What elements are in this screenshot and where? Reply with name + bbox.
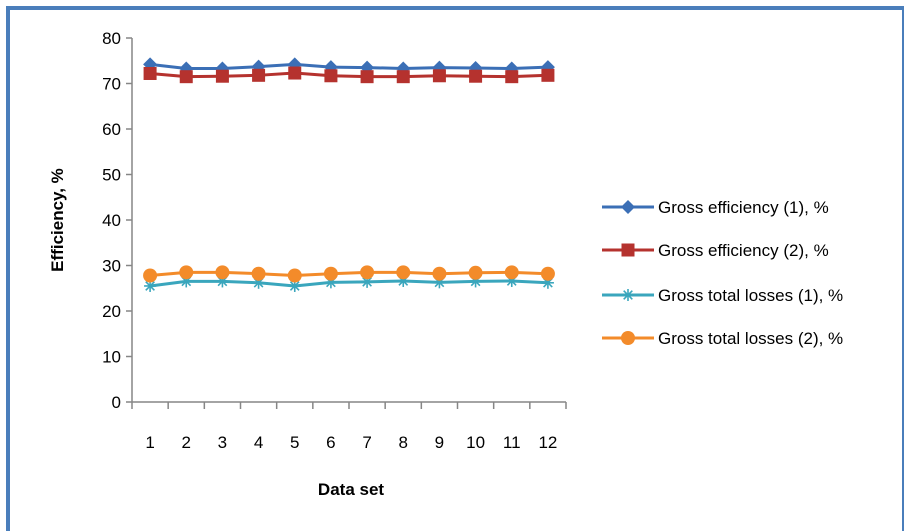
- chart-border: [6, 6, 904, 531]
- y-tick-label: 50: [102, 166, 121, 185]
- data-point: [469, 69, 483, 83]
- legend-item-4: Gross total losses (2), %: [602, 329, 843, 348]
- x-tick-label: 9: [435, 433, 444, 452]
- x-tick-label: 5: [290, 433, 299, 452]
- data-point: [252, 68, 266, 82]
- data-point: [396, 70, 410, 84]
- legend-label: Gross total losses (1), %: [658, 286, 843, 305]
- data-point: [215, 265, 230, 280]
- legend-marker: [621, 200, 635, 214]
- data-point: [215, 69, 229, 83]
- data-point: [287, 268, 302, 283]
- data-point: [432, 266, 447, 281]
- x-tick-label: 10: [466, 433, 485, 452]
- data-point: [505, 70, 519, 84]
- data-point: [504, 265, 519, 280]
- data-point: [396, 265, 411, 280]
- data-point: [143, 66, 157, 80]
- y-tick-label: 60: [102, 120, 121, 139]
- x-tick-label: 8: [399, 433, 408, 452]
- data-point: [432, 69, 446, 83]
- legend-marker: [622, 289, 634, 301]
- legend: Gross efficiency (1), % Gross efficiency …: [602, 198, 843, 348]
- x-tick-label: 4: [254, 433, 263, 452]
- legend-label: Gross efficiency (1), %: [658, 198, 829, 217]
- data-point: [179, 265, 194, 280]
- y-tick-label: 0: [112, 393, 121, 412]
- series-2: [143, 66, 555, 84]
- y-tick-label: 10: [102, 348, 121, 367]
- legend-item-3: Gross total losses (1), %: [602, 286, 843, 305]
- x-tick-label: 11: [503, 433, 521, 452]
- legend-marker: [621, 331, 635, 345]
- x-tick-label: 3: [218, 433, 227, 452]
- data-point: [251, 266, 266, 281]
- y-tick-label: 20: [102, 302, 121, 321]
- y-tick-label: 70: [102, 75, 121, 94]
- data-point: [288, 66, 302, 80]
- data-point: [324, 69, 338, 83]
- x-tick-label: 2: [182, 433, 191, 452]
- legend-item-2: Gross efficiency (2), %: [602, 241, 829, 260]
- data-point: [540, 266, 555, 281]
- data-point: [468, 265, 483, 280]
- y-axis-title: Efficiency, %: [48, 168, 67, 272]
- x-axis-title: Data set: [318, 480, 384, 499]
- data-point: [360, 70, 374, 84]
- x-tick-label: 6: [326, 433, 335, 452]
- data-point: [360, 265, 375, 280]
- data-point: [323, 266, 338, 281]
- data-point: [143, 268, 158, 283]
- x-tick-label: 12: [538, 433, 557, 452]
- y-tick-label: 80: [102, 29, 121, 48]
- legend-item-1: Gross efficiency (1), %: [602, 198, 829, 217]
- x-tick-label: 1: [145, 433, 154, 452]
- legend-label: Gross total losses (2), %: [658, 329, 843, 348]
- legend-label: Gross efficiency (2), %: [658, 241, 829, 260]
- y-tick-label: 40: [102, 211, 121, 230]
- data-point: [541, 68, 555, 82]
- series-4: [143, 265, 555, 283]
- series-line: [149, 279, 548, 288]
- data-point: [179, 70, 193, 84]
- y-tick-label: 30: [102, 257, 121, 276]
- legend-marker: [621, 243, 635, 257]
- x-tick-label: 7: [362, 433, 371, 452]
